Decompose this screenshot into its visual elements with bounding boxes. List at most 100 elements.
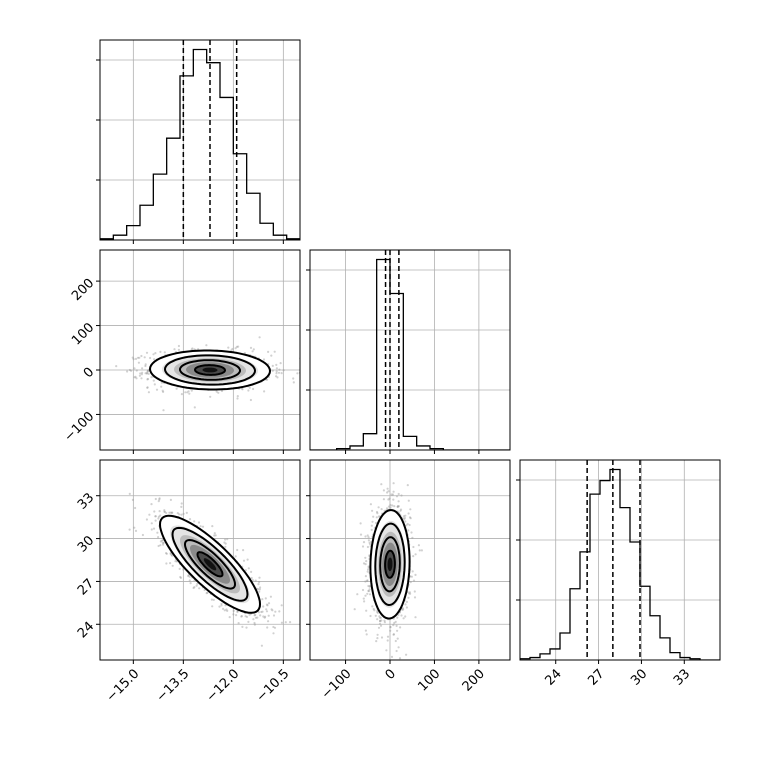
scatter-point	[378, 619, 382, 623]
scatter-point	[165, 552, 168, 555]
scatter-point	[226, 609, 229, 613]
scatter-point	[365, 560, 368, 563]
scatter-point	[145, 518, 148, 521]
scatter-point	[224, 538, 227, 541]
scatter-point	[361, 545, 365, 548]
scatter-point	[414, 616, 417, 619]
scatter-point	[400, 494, 403, 497]
scatter-point	[267, 602, 271, 605]
scatter-point	[237, 622, 240, 625]
contour-line-1	[163, 354, 257, 386]
scatter-point	[267, 620, 270, 623]
scatter-point	[404, 514, 407, 517]
scatter-point	[376, 512, 379, 515]
scatter-point	[193, 520, 196, 523]
scatter-point	[359, 522, 362, 525]
scatter-point	[157, 517, 160, 520]
scatter-point	[417, 544, 420, 547]
scatter-point	[179, 575, 182, 579]
scatter-point	[376, 637, 379, 640]
histogram-step	[520, 468, 720, 660]
scatter-point	[382, 489, 385, 492]
scatter-point	[162, 390, 165, 393]
scatter-point	[158, 498, 161, 501]
scatter-point	[173, 348, 176, 351]
scatter-point	[159, 544, 162, 547]
scatter-point	[169, 562, 172, 565]
scatter-point	[265, 610, 269, 613]
scatter-point	[161, 539, 164, 542]
scatter-point	[212, 598, 215, 602]
scatter-point	[206, 591, 209, 594]
scatter-point	[196, 582, 199, 585]
scatter-point	[407, 592, 411, 595]
scatter-point	[369, 614, 372, 618]
scatter-point	[275, 363, 278, 366]
scatter-point	[165, 552, 168, 555]
scatter-point	[413, 596, 417, 599]
scatter-point	[279, 362, 282, 365]
scatter-point	[267, 350, 270, 353]
scatter-point	[264, 615, 267, 618]
scatter-point	[180, 393, 183, 396]
scatter-point	[394, 639, 397, 643]
scatter-point	[271, 609, 274, 612]
scatter-point	[366, 545, 369, 549]
scatter-point	[367, 566, 370, 569]
scatter-point	[250, 576, 253, 580]
scatter-point	[378, 615, 381, 618]
scatter-point	[235, 614, 238, 617]
scatter-point	[408, 523, 411, 527]
scatter-point	[168, 511, 171, 514]
scatter-point	[261, 610, 264, 613]
y-tick-label-0: −100	[61, 409, 97, 445]
histogram-step	[100, 48, 300, 240]
scatter-point	[259, 614, 262, 617]
scatter-point	[272, 625, 275, 629]
scatter-point	[388, 497, 391, 500]
panel-border	[309, 459, 511, 661]
scatter-point	[141, 533, 144, 537]
x-tick-label-0: 24	[542, 666, 564, 688]
y-tick-label-3: 33	[75, 490, 97, 512]
scatter-point	[211, 525, 214, 528]
scatter-point	[154, 497, 157, 501]
scatter-point	[370, 524, 373, 527]
contour-line-0	[158, 514, 262, 614]
scatter-point	[128, 492, 131, 495]
scatter-point	[115, 365, 118, 368]
scatter-point	[152, 353, 155, 356]
scatter-point	[407, 499, 410, 502]
scatter-point	[254, 579, 257, 582]
scatter-point	[245, 626, 248, 629]
scatter-point	[189, 582, 192, 585]
scatter-point	[143, 356, 146, 359]
scatter-point	[234, 555, 237, 558]
scatter-point	[269, 595, 272, 598]
scatter-point	[137, 361, 140, 364]
scatter-point	[159, 540, 162, 543]
scatter-point	[409, 581, 412, 584]
scatter-point	[236, 610, 239, 614]
scatter-point	[170, 553, 173, 556]
scatter-point	[366, 568, 370, 571]
hist-panel-0	[96, 39, 301, 244]
scatter-point	[260, 644, 263, 647]
scatter-point	[257, 588, 260, 591]
scatter-point	[266, 378, 269, 381]
scatter-point	[386, 487, 389, 490]
scatter-point	[364, 575, 367, 578]
scatter-point	[147, 372, 150, 375]
scatter-point	[220, 602, 223, 605]
scatter-point	[146, 377, 150, 381]
scatter-point	[387, 505, 391, 508]
scatter-point	[362, 597, 365, 600]
scatter-point	[418, 549, 421, 552]
scatter-point	[176, 511, 179, 515]
scatter-point	[395, 649, 398, 653]
scatter-point	[169, 552, 172, 555]
panel-border	[99, 249, 301, 451]
scatter-point	[397, 505, 400, 508]
scatter-point	[135, 377, 138, 380]
density-panel-0: −100 0 100 200	[61, 249, 301, 454]
